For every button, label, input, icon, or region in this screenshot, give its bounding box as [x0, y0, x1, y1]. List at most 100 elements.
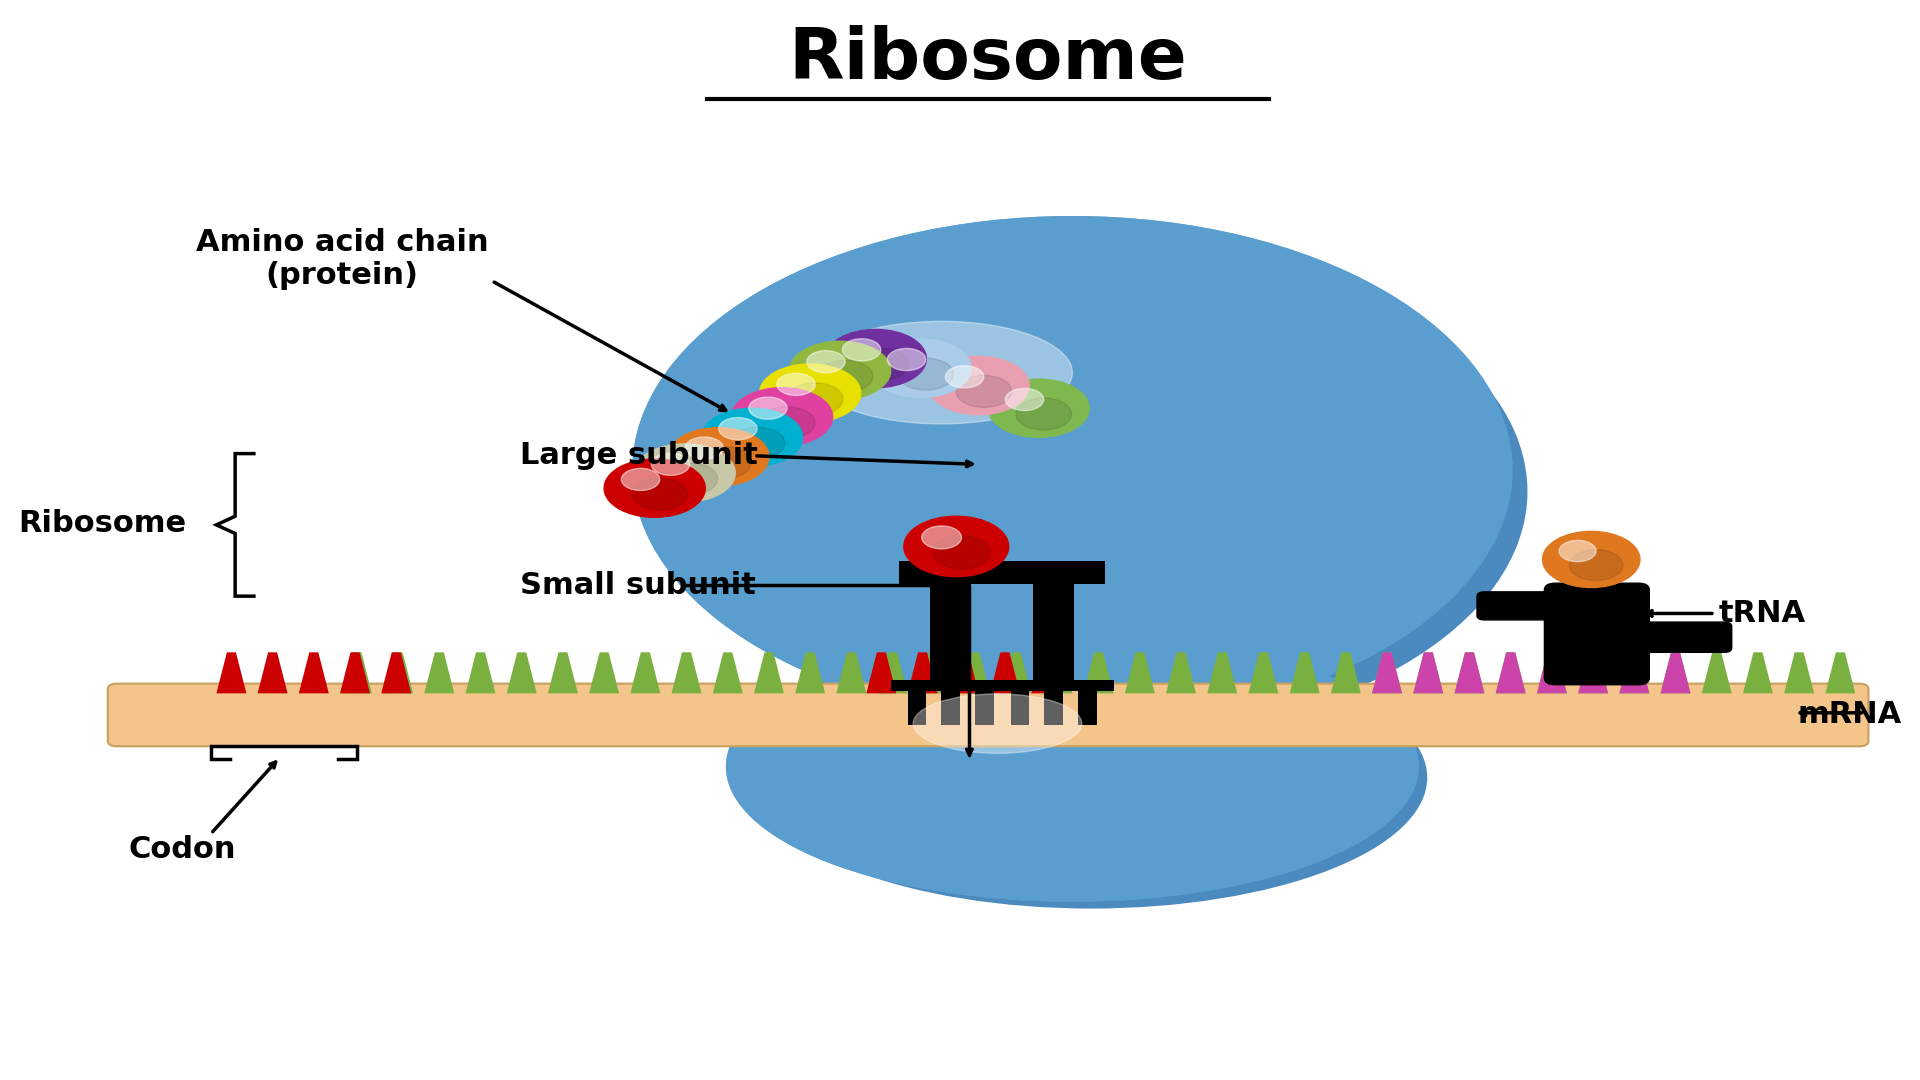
Bar [975, 685, 995, 725]
Polygon shape [1826, 652, 1855, 693]
Circle shape [945, 366, 983, 388]
Polygon shape [382, 652, 411, 693]
Polygon shape [300, 652, 328, 693]
Text: tRNA: tRNA [1718, 599, 1805, 627]
Bar [1033, 584, 1075, 687]
Circle shape [806, 351, 845, 373]
Circle shape [826, 329, 925, 388]
Circle shape [749, 397, 787, 419]
Polygon shape [908, 652, 937, 693]
Polygon shape [877, 652, 908, 693]
Polygon shape [1619, 652, 1649, 693]
Circle shape [1542, 531, 1640, 588]
Polygon shape [1331, 652, 1361, 693]
Circle shape [789, 341, 891, 400]
Circle shape [695, 447, 751, 478]
Circle shape [989, 379, 1089, 437]
Ellipse shape [726, 632, 1419, 902]
Circle shape [818, 361, 874, 392]
Circle shape [787, 383, 843, 415]
Circle shape [843, 339, 881, 361]
Polygon shape [217, 652, 246, 693]
Circle shape [760, 364, 860, 422]
Polygon shape [1248, 652, 1279, 693]
Polygon shape [1413, 652, 1444, 693]
Polygon shape [342, 652, 372, 693]
Polygon shape [866, 652, 897, 693]
Polygon shape [1373, 652, 1402, 693]
Polygon shape [547, 652, 578, 693]
Text: Amino acid chain
(protein): Amino acid chain (protein) [196, 228, 488, 291]
Text: Ribosome: Ribosome [789, 25, 1187, 94]
Polygon shape [712, 652, 743, 693]
Circle shape [668, 428, 770, 486]
Polygon shape [1043, 652, 1073, 693]
Circle shape [899, 359, 954, 390]
Circle shape [685, 437, 724, 459]
Circle shape [887, 349, 925, 370]
Polygon shape [384, 652, 413, 693]
Text: Ribosome: Ribosome [17, 510, 186, 538]
Polygon shape [1455, 652, 1484, 693]
Circle shape [922, 526, 962, 549]
Ellipse shape [755, 647, 1427, 908]
Polygon shape [755, 652, 783, 693]
Circle shape [701, 408, 803, 467]
Polygon shape [1373, 652, 1402, 693]
Polygon shape [1661, 652, 1690, 693]
Circle shape [622, 469, 660, 490]
Bar [908, 685, 925, 725]
FancyBboxPatch shape [1622, 622, 1732, 652]
FancyBboxPatch shape [108, 684, 1868, 746]
Polygon shape [1455, 652, 1484, 693]
Circle shape [933, 536, 991, 569]
Circle shape [927, 356, 1029, 415]
Polygon shape [589, 652, 618, 693]
Circle shape [852, 349, 908, 380]
Polygon shape [960, 652, 991, 693]
Bar [941, 685, 960, 725]
Polygon shape [948, 652, 979, 693]
Circle shape [730, 428, 785, 459]
Polygon shape [1536, 652, 1567, 693]
Circle shape [662, 463, 718, 495]
Circle shape [651, 454, 689, 475]
Polygon shape [340, 652, 371, 693]
Polygon shape [1578, 652, 1609, 693]
Polygon shape [1619, 652, 1649, 693]
Polygon shape [1536, 652, 1567, 693]
Circle shape [1006, 389, 1044, 410]
Circle shape [1559, 540, 1596, 562]
Polygon shape [1496, 652, 1526, 693]
Bar [1077, 685, 1096, 725]
Polygon shape [507, 652, 538, 693]
Polygon shape [920, 652, 948, 693]
Ellipse shape [810, 322, 1073, 424]
Circle shape [1569, 550, 1622, 581]
Polygon shape [1000, 652, 1031, 693]
Polygon shape [1661, 652, 1690, 693]
Circle shape [605, 459, 705, 517]
Polygon shape [1165, 652, 1196, 693]
Polygon shape [1208, 652, 1236, 693]
Polygon shape [795, 652, 826, 693]
Polygon shape [1083, 652, 1114, 693]
Polygon shape [1031, 652, 1062, 693]
Bar [1010, 685, 1029, 725]
FancyBboxPatch shape [1544, 583, 1649, 685]
Bar [995, 680, 1114, 691]
Polygon shape [1413, 652, 1444, 693]
Circle shape [904, 516, 1008, 577]
Polygon shape [1125, 652, 1154, 693]
Polygon shape [991, 652, 1020, 693]
Polygon shape [424, 652, 455, 693]
Polygon shape [1496, 652, 1526, 693]
Polygon shape [630, 652, 660, 693]
Polygon shape [257, 652, 288, 693]
Polygon shape [1578, 652, 1609, 693]
Circle shape [632, 216, 1513, 724]
Polygon shape [1743, 652, 1772, 693]
Bar [929, 584, 972, 687]
Circle shape [956, 376, 1012, 407]
Polygon shape [837, 652, 866, 693]
